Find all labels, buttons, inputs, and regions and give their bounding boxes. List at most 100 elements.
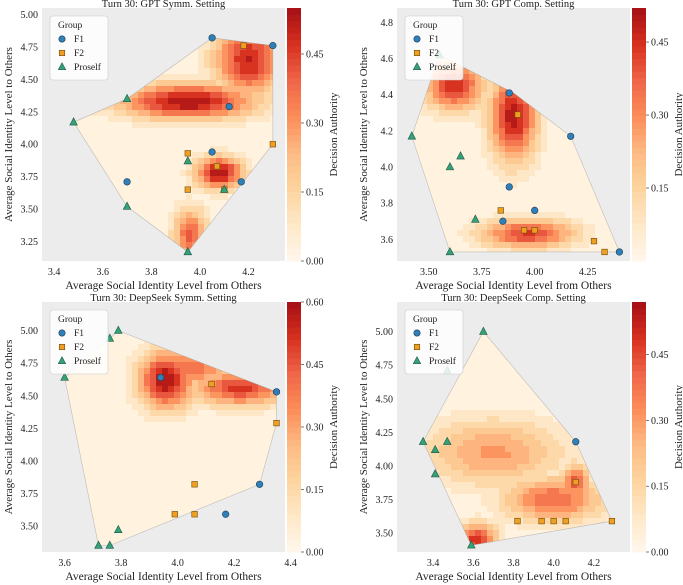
- heatmap-cell: [108, 506, 115, 513]
- heatmap-cell: [186, 452, 193, 459]
- heatmap-cell: [487, 134, 494, 141]
- heatmap-cell: [222, 122, 229, 129]
- heatmap-cell: [571, 224, 578, 231]
- f1-point: [499, 217, 507, 225]
- heatmap-cell: [445, 80, 452, 87]
- heatmap-cell: [246, 68, 253, 75]
- heatmap-cell: [481, 116, 488, 123]
- heatmap-cell: [192, 176, 199, 183]
- heatmap-cell: [457, 224, 464, 231]
- heatmap-cell: [90, 410, 97, 417]
- heatmap-cell: [120, 104, 127, 111]
- heatmap-cell: [577, 164, 584, 171]
- heatmap-cell: [180, 80, 187, 87]
- heatmap-cell: [252, 80, 259, 87]
- heatmap-cell: [132, 440, 139, 447]
- heatmap-cell: [222, 422, 229, 429]
- heatmap-cell: [198, 104, 205, 111]
- heatmap-cell: [270, 86, 273, 93]
- heatmap-cell: [270, 80, 273, 87]
- heatmap-cell: [439, 98, 446, 105]
- heatmap-cell: [138, 194, 145, 201]
- colorbar-band: [632, 223, 646, 230]
- heatmap-cell: [234, 170, 241, 177]
- heatmap-cell: [156, 368, 163, 375]
- heatmap-cell: [168, 74, 175, 81]
- heatmap-cell: [156, 440, 163, 447]
- heatmap-cell: [180, 158, 187, 165]
- heatmap-cell: [463, 212, 470, 219]
- heatmap-cell: [174, 488, 181, 495]
- heatmap-cell: [174, 428, 181, 435]
- heatmap-cell: [246, 164, 253, 171]
- heatmap-cell: [535, 164, 542, 171]
- heatmap-cell: [144, 410, 151, 417]
- heatmap-cell: [192, 434, 199, 441]
- heatmap-cell: [216, 470, 223, 477]
- heatmap-cell: [96, 518, 103, 525]
- f1-point: [531, 206, 539, 214]
- heatmap-cell: [511, 206, 518, 213]
- colorbar-band: [632, 197, 646, 205]
- heatmap-cell: [144, 446, 151, 453]
- heatmap-cell: [156, 452, 163, 459]
- heatmap-cell: [162, 386, 169, 393]
- heatmap-cell: [198, 164, 205, 171]
- heatmap-cell: [529, 140, 536, 147]
- heatmap-cell: [120, 110, 127, 117]
- colorbar-band: [287, 64, 301, 72]
- heatmap-cell: [499, 230, 506, 237]
- heatmap-cell: [108, 446, 115, 453]
- heatmap-cell: [607, 236, 614, 243]
- heatmap-cell: [174, 92, 181, 99]
- heatmap-cell: [126, 386, 133, 393]
- heatmap-cell: [445, 230, 452, 237]
- heatmap-cell: [210, 44, 217, 51]
- heatmap-cell: [559, 248, 566, 252]
- heatmap-cell: [180, 56, 187, 63]
- y-tick-label: 4.2: [381, 126, 394, 137]
- heatmap-cell: [126, 350, 133, 357]
- proself-point: [445, 246, 455, 256]
- f2-point: [58, 49, 66, 57]
- f1-point: [237, 178, 245, 186]
- heatmap-cell: [565, 158, 572, 165]
- heatmap-cell: [445, 146, 452, 153]
- heatmap-cell: [168, 434, 175, 441]
- heatmap-cell: [246, 110, 253, 117]
- heatmap-cell: [210, 194, 217, 201]
- heatmap-cell: [222, 140, 229, 147]
- heatmap-cell: [186, 92, 193, 99]
- heatmap-cell: [246, 134, 253, 141]
- heatmap-cell: [96, 404, 103, 411]
- heatmap-cell: [210, 128, 217, 135]
- heatmap-cell: [240, 152, 247, 159]
- heatmap-cell: [150, 410, 157, 417]
- y-tick-label: 3.50: [21, 205, 39, 216]
- colorbar-band: [632, 166, 646, 173]
- heatmap-cell: [198, 482, 205, 489]
- heatmap-cell: [84, 122, 91, 129]
- colorbar-label: Decision Authority: [328, 92, 340, 177]
- heatmap-cell: [481, 158, 488, 165]
- heatmap-cell: [108, 110, 115, 117]
- heatmap-cell: [204, 62, 211, 69]
- heatmap-cell: [132, 104, 139, 111]
- heatmap-cell: [150, 134, 157, 141]
- heatmap-cell: [156, 428, 163, 435]
- heatmap-cell: [132, 386, 139, 393]
- heatmap-cell: [96, 422, 103, 429]
- heatmap-cell: [571, 248, 578, 252]
- x-tick-label: 3.4: [48, 267, 61, 278]
- heatmap-cell: [463, 224, 470, 231]
- heatmap-cell: [144, 194, 151, 201]
- heatmap-cell: [198, 410, 205, 417]
- heatmap-cell: [174, 80, 181, 87]
- heatmap-cell: [180, 164, 187, 171]
- heatmap-cell: [186, 56, 193, 63]
- heatmap-cell: [553, 206, 560, 213]
- heatmap-cell: [523, 152, 530, 159]
- heatmap-cell: [595, 230, 602, 237]
- heatmap-cell: [198, 92, 205, 99]
